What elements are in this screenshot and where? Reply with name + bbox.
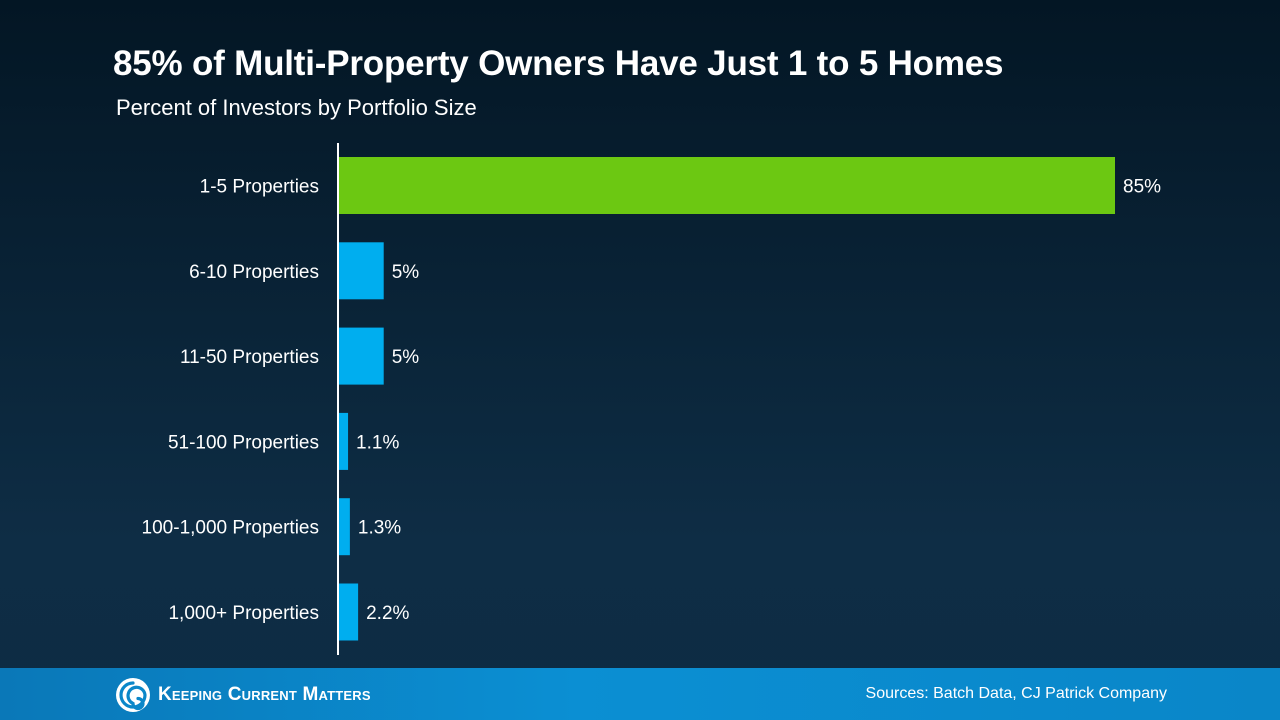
category-label: 100-1,000 Properties <box>142 518 319 539</box>
chart-title: 85% of Multi-Property Owners Have Just 1… <box>113 44 1004 83</box>
data-label: 1.1% <box>356 432 399 453</box>
category-label: 1,000+ Properties <box>168 603 319 624</box>
bar-6 <box>338 583 359 641</box>
category-label: 11-50 Properties <box>180 347 319 368</box>
bar-2 <box>338 242 384 300</box>
bar-1 <box>338 157 1115 214</box>
kcm-swirl-logo-icon <box>116 678 150 712</box>
bar-chart: 1-5 Properties 85% 6-10 Properties 5% 11-50 … <box>142 157 1161 641</box>
data-label: 85% <box>1123 177 1161 198</box>
data-label: 5% <box>392 347 420 368</box>
bar-4 <box>338 412 349 470</box>
category-label: 51-100 Properties <box>168 432 319 453</box>
data-label: 2.2% <box>366 603 409 624</box>
bar-3 <box>338 327 384 385</box>
sources-note: Sources: Batch Data, CJ Patrick Company <box>865 685 1167 702</box>
brand-name: Keeping Current Matters <box>158 684 371 705</box>
footer-bar: Keeping Current Matters Sources: Batch D… <box>0 668 1280 720</box>
chart-subtitle: Percent of Investors by Portfolio Size <box>116 95 477 120</box>
data-label: 1.3% <box>358 518 401 539</box>
bar-5 <box>338 498 350 556</box>
category-label: 1-5 Properties <box>200 177 319 198</box>
category-label: 6-10 Properties <box>189 262 319 283</box>
data-label: 5% <box>392 262 420 283</box>
